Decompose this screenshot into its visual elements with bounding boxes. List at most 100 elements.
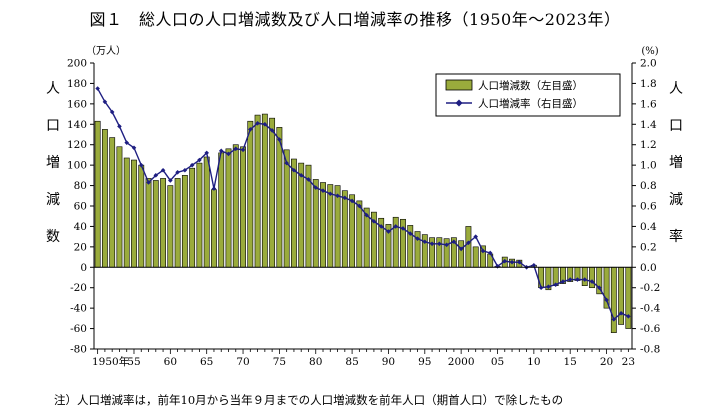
- point-1970: [240, 147, 246, 153]
- point-2016: [575, 277, 580, 282]
- left-tick-label: 120: [67, 139, 87, 151]
- bar-1967: [218, 152, 225, 268]
- point-1969: [233, 146, 239, 152]
- bar-1954: [123, 157, 130, 268]
- point-1990: [386, 229, 391, 234]
- right-tick-label: -0.2: [640, 282, 660, 294]
- bar-1961: [174, 178, 181, 268]
- legend: 人口増減数（左目盛） 人口増減率（右目盛）: [435, 73, 621, 117]
- bar-2018: [589, 266, 595, 289]
- left-axis-title: 人口増減数: [46, 81, 60, 245]
- right-tick-label: 0.0: [640, 262, 657, 274]
- bar-1974: [269, 117, 276, 268]
- right-tick-label: -0.4: [640, 303, 661, 315]
- right-axis-title-char: 口: [669, 118, 683, 134]
- point-1967: [218, 148, 224, 154]
- left-tick-label: 80: [74, 180, 87, 192]
- right-tick-label: 1.8: [640, 78, 657, 90]
- legend-line-label: 人口増減率（右目盛）: [478, 97, 583, 110]
- left-axis-title-char: 人: [46, 81, 60, 97]
- point-2015: [567, 277, 573, 282]
- bar-1960: [167, 185, 174, 268]
- point-1956: [138, 162, 144, 168]
- point-1995: [422, 239, 428, 245]
- point-1998: [444, 242, 449, 248]
- point-1966: [211, 186, 217, 191]
- bar-1969: [232, 144, 239, 268]
- point-1955: [131, 145, 137, 151]
- point-2012: [546, 284, 551, 289]
- bar-2001: [465, 226, 472, 268]
- left-axis-title-char: 数: [46, 229, 60, 245]
- x-tick-label: 23: [622, 356, 635, 368]
- point-2008: [517, 259, 522, 265]
- point-2017: [582, 277, 588, 282]
- point-1951: [102, 99, 108, 105]
- x-tick-label: 55: [127, 356, 140, 368]
- right-tick-label: 0.6: [640, 201, 657, 213]
- point-2010: [531, 262, 537, 268]
- bar-series: [94, 113, 632, 333]
- point-1993: [407, 231, 413, 236]
- bar-1966: [211, 189, 217, 268]
- right-tick-label: 1.2: [640, 139, 657, 151]
- bar-1964: [196, 162, 203, 268]
- right-tick-label: 0.4: [640, 221, 657, 233]
- point-2022: [618, 310, 624, 316]
- legend-line-marker: [455, 99, 463, 107]
- bar-1951: [101, 129, 108, 268]
- point-1963: [189, 162, 195, 168]
- x-tick-label: 10: [527, 356, 540, 368]
- bar-1984: [341, 190, 348, 268]
- point-1959: [160, 167, 166, 173]
- point-1980: [313, 185, 319, 190]
- bar-1976: [283, 149, 290, 268]
- point-1987: [364, 212, 369, 218]
- point-2002: [473, 234, 478, 239]
- point-1961: [175, 169, 180, 175]
- bar-1971: [247, 120, 254, 268]
- point-1996: [429, 241, 435, 247]
- bar-1977: [291, 158, 297, 268]
- right-axis-title-char: 率: [669, 228, 683, 245]
- x-tick-label: 75: [273, 356, 286, 368]
- point-2004: [487, 250, 493, 256]
- point-1958: [153, 173, 159, 178]
- left-tick-label: 200: [67, 58, 87, 70]
- point-1962: [182, 167, 188, 173]
- bar-2017: [581, 266, 588, 286]
- bar-2021: [610, 266, 617, 333]
- point-2000: [458, 246, 464, 252]
- left-tick-label: -40: [70, 303, 87, 315]
- point-2020: [604, 297, 609, 303]
- bar-1955: [131, 159, 137, 268]
- bar-1968: [225, 148, 232, 268]
- point-1972: [255, 120, 260, 126]
- chart-note: 注）人口増減率は，前年10月から当年９月までの人口増減数を前年人口（期首人口）で…: [54, 393, 564, 407]
- left-tick-label: 160: [67, 98, 87, 110]
- x-tick-label: 15: [564, 356, 577, 368]
- point-2011: [538, 285, 544, 291]
- left-axis-title-char: 増: [46, 155, 60, 171]
- point-1974: [269, 128, 275, 133]
- left-tick-label: 40: [74, 221, 87, 233]
- right-axis-title: 人口増減率: [669, 81, 683, 245]
- chart-title: 図１ 総人口の人口増減数及び人口増減率の推移（1950年～2023年）: [89, 10, 621, 29]
- x-tick-label: 65: [200, 356, 213, 368]
- x-tick-label: 90: [382, 356, 395, 368]
- left-tick-label: -20: [70, 282, 87, 294]
- point-1975: [277, 137, 282, 142]
- point-1960: [168, 178, 173, 183]
- left-tick-label: -60: [70, 323, 87, 335]
- bar-1985: [349, 194, 356, 268]
- point-1976: [284, 160, 289, 166]
- left-tick-label: 140: [67, 119, 87, 131]
- bar-1970: [240, 146, 246, 268]
- point-1981: [320, 188, 326, 193]
- point-1954: [124, 140, 130, 145]
- point-2005: [495, 263, 500, 269]
- point-2019: [596, 285, 602, 291]
- point-2021: [611, 317, 617, 322]
- point-2013: [553, 282, 558, 287]
- right-tick-label: 0.8: [640, 180, 657, 192]
